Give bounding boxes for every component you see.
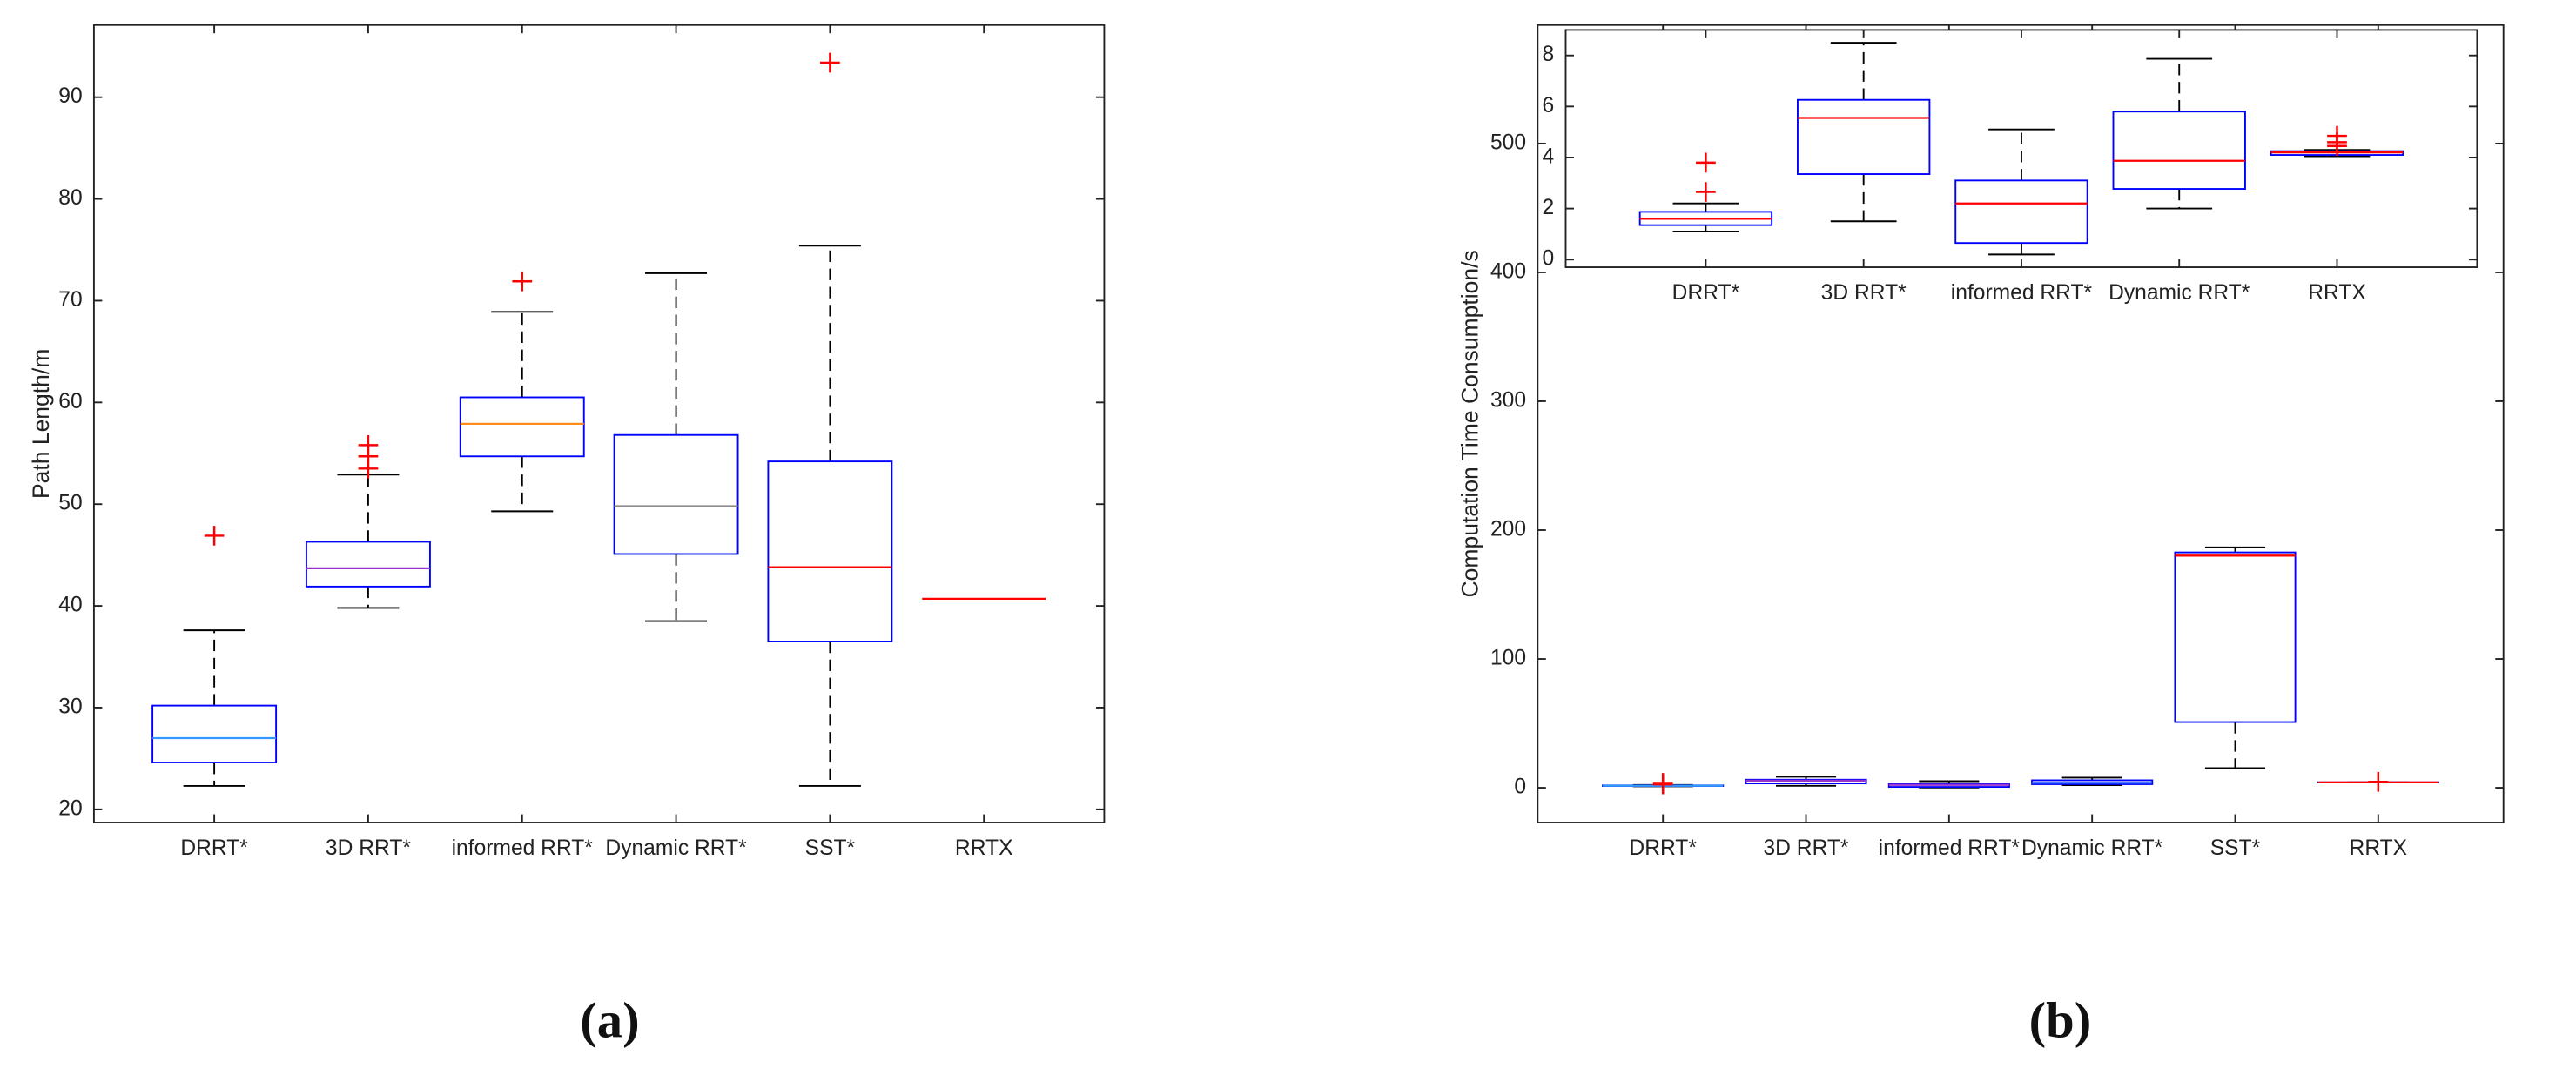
x-tick-label: RRTX [2308, 281, 2366, 305]
y-tick-label: 50 [58, 492, 82, 515]
x-tick-label: 3D RRT* [1764, 836, 1849, 860]
x-tick-label: SST* [2210, 836, 2261, 860]
box [459, 396, 585, 458]
y-tick-label: 80 [58, 186, 82, 210]
y-tick-label: 70 [58, 288, 82, 312]
plot-area [93, 24, 1105, 823]
y-tick-label: 4 [1543, 144, 1555, 168]
y-tick-label: 40 [58, 594, 82, 617]
x-tick-label: RRTX [955, 836, 1013, 860]
axes-frame [92, 24, 1106, 823]
box [767, 460, 893, 642]
y-tick-label: 400 [1490, 259, 1526, 283]
x-tick-label: 3D RRT* [326, 836, 411, 860]
outlier [204, 526, 225, 546]
x-tick-label: informed RRT* [1879, 836, 2021, 860]
box [305, 541, 431, 588]
outlier [512, 271, 533, 292]
y-tick-label: 20 [58, 796, 82, 820]
y-tick-label: 0 [1543, 247, 1555, 271]
x-tick-label: DRRT* [1672, 281, 1740, 305]
y-tick-label: 90 [58, 84, 82, 108]
outlier [1696, 182, 1716, 202]
caption: (a) [580, 991, 639, 1048]
box [613, 433, 739, 555]
x-tick-label: Dynamic RRT* [2021, 836, 2163, 860]
chart: 20 30 40 50 60 70 80 90 DRRT* 3D RRT* informed RRT… [28, 24, 1106, 1048]
y-tick-label: 2 [1543, 196, 1555, 219]
x-tick-label: DRRT* [1629, 836, 1697, 860]
y-tick-label: 30 [58, 695, 82, 718]
outlier [2327, 125, 2347, 146]
y-tick-label: 0 [1514, 776, 1526, 799]
axes-frame [1564, 29, 2478, 268]
box [2112, 111, 2246, 190]
box [151, 704, 278, 764]
y-tick-label: 8 [1543, 43, 1555, 66]
y-axis-label: Computation Time Consumption/s [1457, 250, 1483, 597]
y-tick-label: 100 [1490, 647, 1526, 670]
outlier [2368, 771, 2389, 792]
y-axis-label: Path Length/m [28, 349, 54, 499]
x-tick-label: 3D RRT* [1821, 281, 1907, 305]
y-tick-label: 300 [1490, 388, 1526, 412]
caption: (b) [2029, 991, 2092, 1048]
y-tick-label: 60 [58, 390, 82, 413]
box [1797, 98, 1931, 175]
outlier [820, 52, 840, 73]
x-tick-label: SST* [805, 836, 856, 860]
box [2174, 551, 2297, 723]
x-tick-label: informed RRT* [1951, 281, 2093, 305]
x-tick-label: informed RRT* [452, 836, 594, 860]
y-tick-label: 200 [1490, 517, 1526, 541]
outlier [1696, 152, 1716, 173]
y-tick-label: 500 [1490, 131, 1526, 154]
outlier [358, 435, 379, 455]
box [1954, 179, 2088, 245]
x-tick-label: RRTX [2350, 836, 2408, 860]
chart: 0 2 4 6 8 DRRT* 3D RRT* informed RRT* Dynamic RR… [1543, 29, 2478, 305]
plot-area [1565, 30, 2478, 268]
y-tick-label: 6 [1543, 94, 1555, 118]
x-tick-label: DRRT* [180, 836, 248, 860]
axes-frame [1537, 24, 2505, 823]
x-tick-label: Dynamic RRT* [2109, 281, 2250, 305]
outlier [1652, 773, 1673, 793]
x-tick-label: Dynamic RRT* [605, 836, 747, 860]
